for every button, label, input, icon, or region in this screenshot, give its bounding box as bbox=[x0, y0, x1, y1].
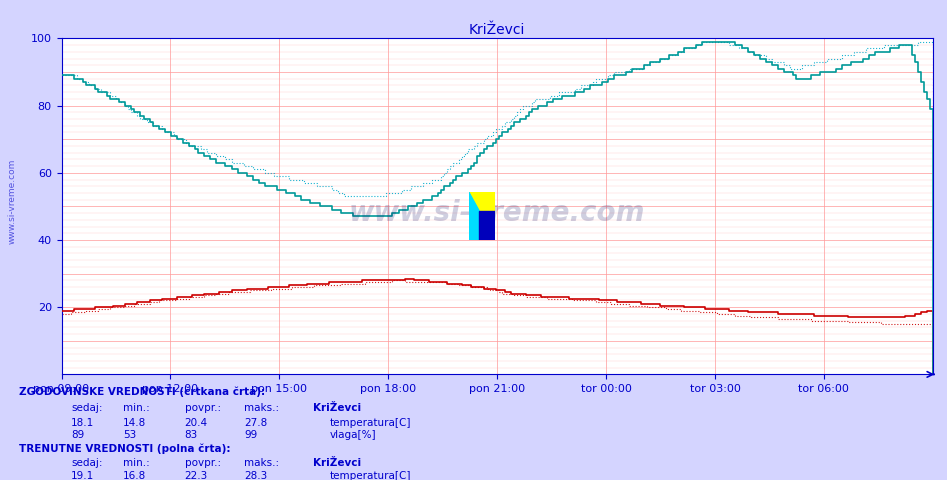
Title: KriŽevci: KriŽevci bbox=[469, 23, 526, 37]
Polygon shape bbox=[469, 192, 495, 240]
Text: 89: 89 bbox=[71, 430, 84, 440]
Text: 83: 83 bbox=[185, 430, 198, 440]
Text: sedaj:: sedaj: bbox=[71, 458, 102, 468]
Text: povpr.:: povpr.: bbox=[185, 403, 221, 413]
Text: 19.1: 19.1 bbox=[71, 471, 95, 480]
Text: 27.8: 27.8 bbox=[244, 418, 268, 428]
Text: 14.8: 14.8 bbox=[123, 418, 147, 428]
Text: 22.3: 22.3 bbox=[185, 471, 208, 480]
Text: 28.3: 28.3 bbox=[244, 471, 268, 480]
Text: min.:: min.: bbox=[123, 403, 150, 413]
Text: 53: 53 bbox=[123, 430, 136, 440]
Text: KriŽevci: KriŽevci bbox=[313, 403, 361, 413]
Text: sedaj:: sedaj: bbox=[71, 403, 102, 413]
Text: 20.4: 20.4 bbox=[185, 418, 207, 428]
Text: www.si-vreme.com: www.si-vreme.com bbox=[8, 159, 17, 244]
Text: 18.1: 18.1 bbox=[71, 418, 95, 428]
Polygon shape bbox=[479, 211, 495, 240]
Text: povpr.:: povpr.: bbox=[185, 458, 221, 468]
Text: TRENUTNE VREDNOSTI (polna črta):: TRENUTNE VREDNOSTI (polna črta): bbox=[19, 444, 230, 455]
Text: temperatura[C]: temperatura[C] bbox=[330, 471, 411, 480]
Text: www.si-vreme.com: www.si-vreme.com bbox=[348, 199, 646, 227]
Text: maks.:: maks.: bbox=[244, 458, 279, 468]
Polygon shape bbox=[469, 192, 495, 240]
Text: maks.:: maks.: bbox=[244, 403, 279, 413]
Text: min.:: min.: bbox=[123, 458, 150, 468]
Text: 16.8: 16.8 bbox=[123, 471, 147, 480]
Text: vlaga[%]: vlaga[%] bbox=[330, 430, 376, 440]
Text: ZGODOVINSKE VREDNOSTI (črtkana črta):: ZGODOVINSKE VREDNOSTI (črtkana črta): bbox=[19, 386, 265, 397]
Text: temperatura[C]: temperatura[C] bbox=[330, 418, 411, 428]
Text: KriŽevci: KriŽevci bbox=[313, 458, 361, 468]
Text: 99: 99 bbox=[244, 430, 258, 440]
